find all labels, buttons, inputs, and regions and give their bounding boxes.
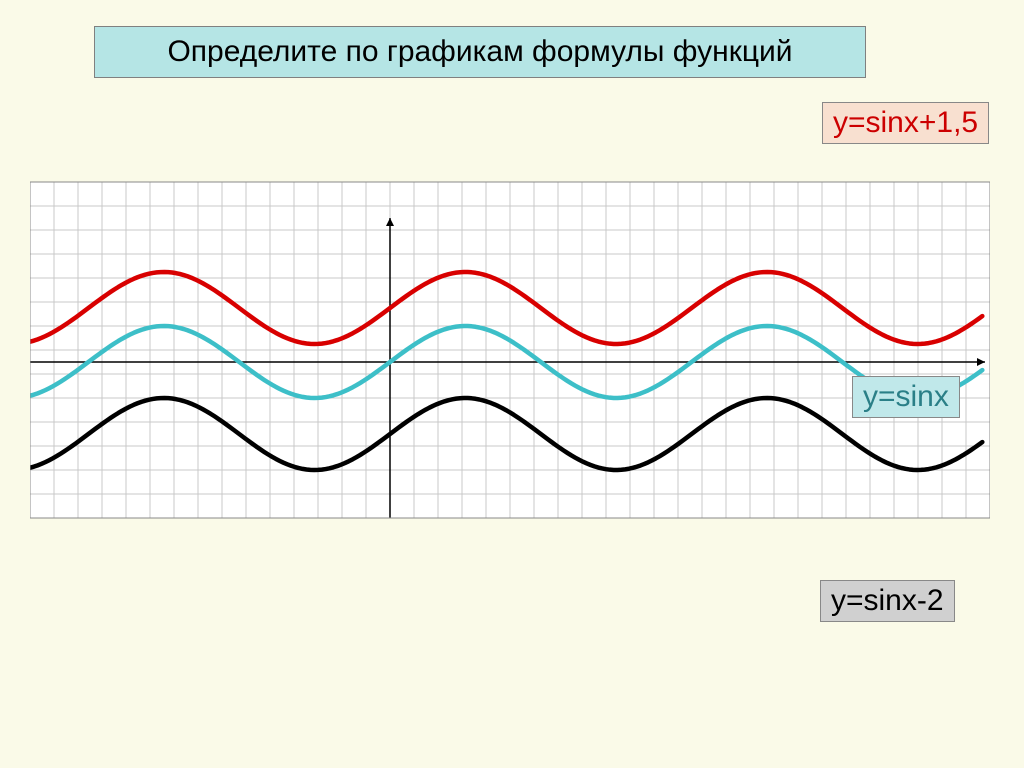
formula-label-middle: y=sinx: [852, 376, 960, 418]
page-title: Определите по графикам формулы функций: [167, 35, 792, 69]
title-container: Определите по графикам формулы функций: [94, 26, 866, 78]
formula-label-upper: y=sinx+1,5: [822, 102, 989, 144]
sine-chart: [30, 140, 990, 560]
formula-label-lower: y=sinx-2: [820, 580, 955, 622]
